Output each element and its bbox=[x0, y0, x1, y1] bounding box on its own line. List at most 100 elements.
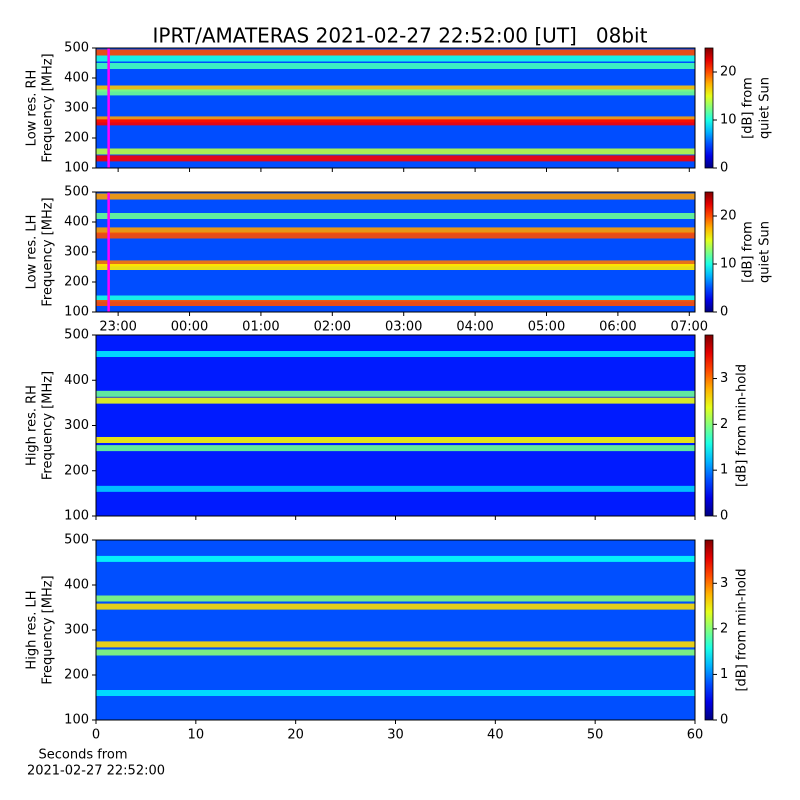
y-tick-label: 100 bbox=[64, 509, 89, 524]
spectral-band bbox=[96, 436, 695, 443]
colorbar-tick-label: 1 bbox=[720, 463, 728, 478]
y-tick-label: 400 bbox=[64, 71, 89, 86]
x-tick-label: 30 bbox=[387, 728, 404, 743]
y-tick-label: 400 bbox=[64, 373, 89, 388]
spectral-band bbox=[96, 213, 695, 219]
x-tick-label: 0 bbox=[92, 728, 100, 743]
y-tick-label: 200 bbox=[64, 131, 89, 146]
spectral-band bbox=[96, 55, 695, 62]
colorbar-tick-label: 3 bbox=[720, 371, 728, 386]
y-axis-label: High res. LH bbox=[25, 590, 40, 669]
y-axis-label: Frequency [MHz] bbox=[41, 53, 56, 162]
x-tick-label: 40 bbox=[487, 728, 504, 743]
colorbar-tick-label: 0 bbox=[720, 305, 728, 320]
spectral-band bbox=[96, 264, 695, 270]
y-tick-label: 200 bbox=[64, 275, 89, 290]
x-tick-label: 03:00 bbox=[385, 320, 422, 335]
y-tick-label: 500 bbox=[64, 328, 89, 343]
colorbar-label: quiet Sun bbox=[758, 77, 773, 139]
y-tick-label: 100 bbox=[64, 161, 89, 176]
colorbar bbox=[704, 47, 714, 169]
y-tick-label: 200 bbox=[64, 463, 89, 478]
spectral-band bbox=[96, 227, 695, 234]
colorbar-tick-label: 0 bbox=[720, 713, 728, 728]
colorbar-tick-label: 1 bbox=[720, 667, 728, 682]
y-axis-label: Low res. LH bbox=[25, 215, 40, 290]
colorbar-tick-label: 10 bbox=[720, 113, 737, 128]
spectral-band bbox=[96, 148, 695, 155]
x-tick-label: 04:00 bbox=[456, 320, 493, 335]
y-tick-label: 300 bbox=[64, 245, 89, 260]
y-tick-label: 300 bbox=[64, 418, 89, 433]
heatmap-background bbox=[96, 335, 695, 516]
spectral-band bbox=[96, 690, 695, 696]
colorbar-tick-label: 2 bbox=[720, 621, 728, 636]
colorbar-tick-label: 0 bbox=[720, 161, 728, 176]
colorbar-label: [dB] from min-hold bbox=[735, 364, 750, 487]
y-tick-label: 500 bbox=[64, 41, 89, 56]
colorbar bbox=[704, 539, 714, 721]
spectral-band bbox=[96, 260, 695, 267]
spectral-band bbox=[96, 351, 695, 358]
x-tick-label: 05:00 bbox=[528, 320, 565, 335]
colorbar bbox=[704, 191, 714, 313]
x-tick-label: 06:00 bbox=[599, 320, 636, 335]
colorbar-tick-label: 10 bbox=[720, 257, 737, 272]
y-tick-label: 400 bbox=[64, 578, 89, 593]
heatmap-background bbox=[96, 192, 695, 312]
y-tick-label: 100 bbox=[64, 305, 89, 320]
x-tick-label: 10 bbox=[188, 728, 205, 743]
spectral-band bbox=[96, 595, 695, 602]
x-tick-label: 01:00 bbox=[242, 320, 279, 335]
colorbar-label: quiet Sun bbox=[758, 221, 773, 283]
spectral-band bbox=[96, 232, 695, 239]
colorbar-label: [dB] from bbox=[741, 221, 756, 283]
colorbar-label: [dB] from min-hold bbox=[735, 568, 750, 691]
spectral-band bbox=[96, 89, 695, 96]
y-axis-label: Low res. RH bbox=[25, 70, 40, 147]
spectral-band bbox=[96, 49, 695, 56]
colorbar bbox=[704, 334, 714, 517]
spectral-band bbox=[96, 485, 695, 492]
spectral-band bbox=[96, 390, 695, 397]
colorbar-tick-label: 0 bbox=[720, 509, 728, 524]
y-axis-label: High res. RH bbox=[25, 385, 40, 466]
colorbar-tick-label: 20 bbox=[720, 209, 737, 224]
x-tick-label: 07:00 bbox=[671, 320, 708, 335]
spectral-band bbox=[96, 300, 695, 306]
y-tick-label: 100 bbox=[64, 713, 89, 728]
colorbar-tick-label: 20 bbox=[720, 65, 737, 80]
x-axis-label: 2021-02-27 22:52:00 bbox=[27, 764, 165, 779]
y-tick-label: 300 bbox=[64, 623, 89, 638]
spectral-band bbox=[96, 193, 695, 200]
spectral-band bbox=[96, 641, 695, 648]
spectral-band bbox=[96, 649, 695, 656]
spectral-band bbox=[96, 445, 695, 452]
colorbar-label: [dB] from bbox=[741, 77, 756, 139]
x-tick-label: 23:00 bbox=[99, 320, 136, 335]
y-axis-label: Frequency [MHz] bbox=[41, 197, 56, 306]
spectral-band bbox=[96, 603, 695, 610]
colorbar-tick-label: 2 bbox=[720, 417, 728, 432]
y-tick-label: 500 bbox=[64, 185, 89, 200]
x-tick-label: 00:00 bbox=[171, 320, 208, 335]
spectral-band bbox=[96, 63, 695, 69]
y-tick-label: 300 bbox=[64, 101, 89, 116]
x-tick-label: 50 bbox=[587, 728, 604, 743]
figure-title: IPRT/AMATERAS 2021-02-27 22:52:00 [UT] 0… bbox=[153, 24, 648, 48]
y-axis-label: Frequency [MHz] bbox=[41, 371, 56, 480]
spectral-band bbox=[96, 397, 695, 404]
x-axis-label: Seconds from bbox=[38, 748, 127, 763]
y-tick-label: 200 bbox=[64, 668, 89, 683]
colorbar-tick-label: 3 bbox=[720, 576, 728, 591]
spectral-band bbox=[96, 295, 695, 302]
y-axis-label: Frequency [MHz] bbox=[41, 575, 56, 684]
y-tick-label: 400 bbox=[64, 215, 89, 230]
spectral-band bbox=[96, 85, 695, 92]
x-tick-label: 60 bbox=[687, 728, 704, 743]
y-tick-label: 500 bbox=[64, 533, 89, 548]
x-tick-label: 02:00 bbox=[314, 320, 351, 335]
spectral-band bbox=[96, 555, 695, 562]
spectral-band bbox=[96, 155, 695, 162]
